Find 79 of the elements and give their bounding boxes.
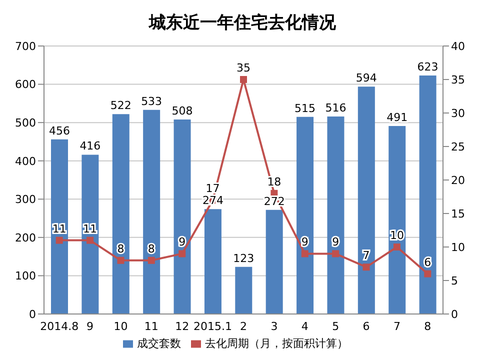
data-label: 9 <box>178 236 186 249</box>
y2-tick-label: 40 <box>451 40 465 53</box>
bar <box>327 116 344 314</box>
y-tick-label: 700 <box>15 40 36 53</box>
x-tick-label: 10 <box>114 320 128 333</box>
y-tick-label: 0 <box>29 308 36 321</box>
y-tick-label: 300 <box>15 193 36 206</box>
point <box>301 250 308 258</box>
y2-tick-label: 10 <box>451 240 465 254</box>
x-tick-label: 4 <box>301 320 308 333</box>
data-label: 6 <box>424 256 432 269</box>
point <box>56 236 63 244</box>
data-label: 416 <box>80 140 101 153</box>
point <box>362 264 370 271</box>
x-tick-label: 2 <box>240 320 247 333</box>
y2-tick-label: 15 <box>451 207 465 220</box>
point <box>240 76 247 83</box>
point <box>332 250 340 258</box>
data-label: 516 <box>325 101 346 114</box>
bar <box>419 75 436 314</box>
y-tick-label: 600 <box>15 78 36 92</box>
y2-tick-label: 25 <box>451 140 465 154</box>
data-label: 515 <box>294 102 316 115</box>
bar <box>204 209 222 314</box>
x-tick-label: 2014.8 <box>40 320 79 333</box>
y-tick-label: 100 <box>15 270 36 283</box>
y-tick-label: 200 <box>15 231 36 244</box>
data-label: 10 <box>390 229 404 242</box>
data-label: 35 <box>236 62 250 74</box>
x-tick-label: 3 <box>270 320 278 333</box>
data-label: 522 <box>110 99 132 112</box>
x-tick-label: 6 <box>362 320 370 333</box>
y2-tick-label: 0 <box>451 308 458 321</box>
legend-label: 去化周期（月，按面积计算） <box>205 337 348 350</box>
x-tick-label: 8 <box>424 320 432 333</box>
chart-title: 城东近一年住宅去化情况 <box>148 12 337 35</box>
legend-label: 成交套数 <box>137 337 181 350</box>
data-label: 456 <box>49 124 70 138</box>
bar <box>51 139 68 314</box>
data-label: 9 <box>301 236 308 249</box>
data-label: 123 <box>233 252 254 265</box>
bar <box>143 110 160 314</box>
data-label: 623 <box>417 60 438 74</box>
point <box>393 244 400 250</box>
x-tick-label: 11 <box>144 320 158 333</box>
point <box>424 270 432 278</box>
data-label: 8 <box>117 242 124 256</box>
data-label: 594 <box>356 72 377 85</box>
x-tick-label: 12 <box>175 320 190 333</box>
data-label: 8 <box>148 242 155 256</box>
bar <box>82 154 99 314</box>
y2-tick-label: 20 <box>451 174 465 187</box>
y2-tick-label: 5 <box>451 274 458 288</box>
bar <box>296 116 314 314</box>
y2-tick-label: 30 <box>451 106 465 120</box>
data-label: 7 <box>362 249 370 262</box>
data-label: 11 <box>83 222 98 236</box>
bar <box>358 86 375 314</box>
point <box>178 250 186 258</box>
x-tick-label: 7 <box>393 320 400 333</box>
data-label: 491 <box>386 111 408 124</box>
point <box>117 256 124 264</box>
point <box>148 256 155 264</box>
bar <box>112 114 130 314</box>
x-tick-label: 2015.1 <box>194 320 232 333</box>
data-label: 533 <box>141 94 162 108</box>
x-tick-label: 5 <box>332 320 340 333</box>
y2-tick-label: 35 <box>451 73 465 86</box>
bar <box>266 210 283 314</box>
bar <box>174 120 191 314</box>
point <box>86 236 94 244</box>
data-label: 508 <box>172 104 193 118</box>
bar <box>235 266 252 314</box>
x-tick-label: 9 <box>86 320 94 333</box>
y-tick-label: 500 <box>15 116 36 130</box>
data-label: 9 <box>332 236 340 249</box>
data-label: 11 <box>52 222 66 236</box>
bar <box>388 126 406 314</box>
y-tick-label: 400 <box>15 154 36 168</box>
